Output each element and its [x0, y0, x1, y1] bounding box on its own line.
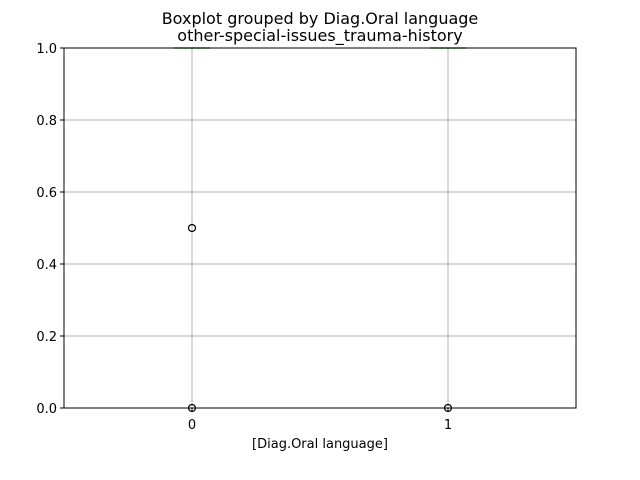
- y-tick-label: 0.4: [36, 258, 57, 273]
- axes-frame: [63, 47, 577, 409]
- y-tick-label: 0.2: [36, 330, 57, 345]
- y-tick-label: 0.0: [36, 402, 57, 417]
- y-tick-label: 0.8: [36, 114, 57, 129]
- x-tick-label: 0: [188, 418, 196, 433]
- y-tick-label: 1.0: [36, 42, 57, 57]
- x-axis-label: [Diag.Oral language]: [252, 437, 388, 452]
- x-tick-label: 1: [444, 418, 452, 433]
- chart-subtitle: other-special-issues_trauma-history: [177, 26, 462, 46]
- outlier-point: [187, 223, 197, 233]
- chart-title: Boxplot grouped by Diag.Oral language: [162, 9, 479, 28]
- y-tick-label: 0.6: [36, 186, 57, 201]
- plot-area: 0.0 0.2 0.4 0.6 0.8 1.0 0 1: [36, 42, 577, 433]
